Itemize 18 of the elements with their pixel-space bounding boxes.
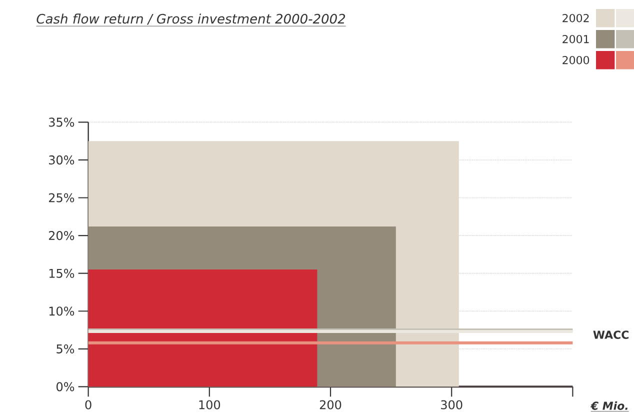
- x-axis-title: € Mio.: [590, 401, 628, 410]
- y-tick-label: 5%: [56, 344, 74, 354]
- y-tick-label: 30%: [49, 155, 74, 165]
- y-tick-label: 25%: [48, 193, 74, 202]
- legend-label: 2002: [562, 14, 589, 22]
- legend-label: 2000: [562, 56, 590, 64]
- x-tick-label: 0: [85, 400, 92, 410]
- y-tick-label: 15%: [49, 268, 74, 278]
- x-tick-label: 200: [320, 400, 342, 410]
- ref-line-label: WACC: [593, 330, 629, 339]
- y-tick-label: 20%: [48, 231, 74, 240]
- legend-label: 2001: [562, 34, 589, 44]
- chart-title: Cash flow return / Gross investment 2000-2002: [36, 14, 346, 25]
- x-tick-label: 100: [199, 400, 220, 410]
- y-tick-label: 10%: [49, 306, 74, 316]
- y-tick-label: 0%: [56, 382, 74, 392]
- x-tick-label: 300: [441, 400, 462, 410]
- y-tick-label: 35%: [49, 118, 74, 127]
